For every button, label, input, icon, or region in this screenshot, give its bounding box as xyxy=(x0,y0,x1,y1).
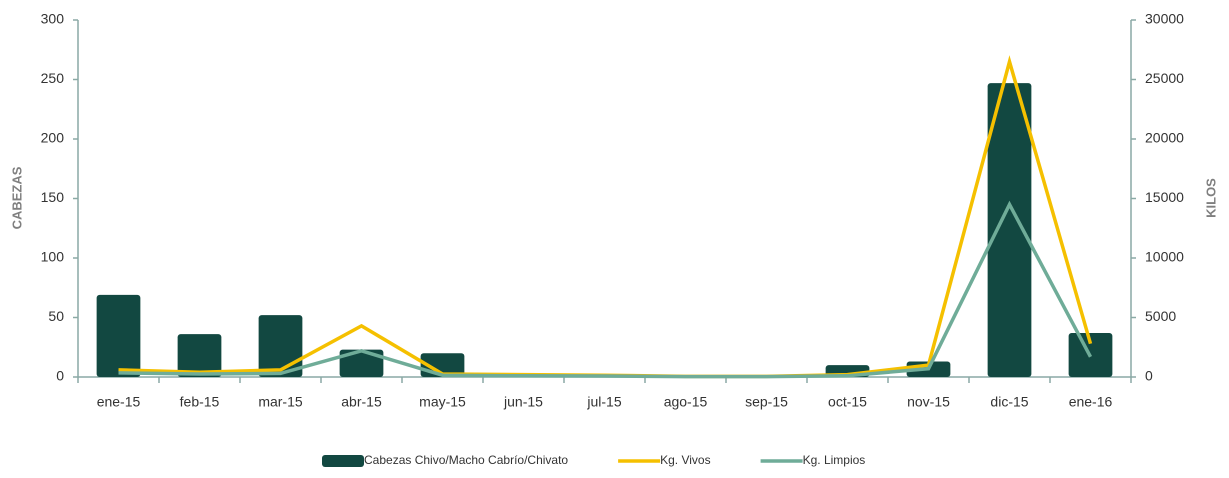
x-tick-label: nov-15 xyxy=(907,394,950,410)
x-tick-label: abr-15 xyxy=(341,394,382,410)
bar xyxy=(987,83,1032,377)
legend-label: Kg. Limpios xyxy=(803,453,866,467)
x-tick-label: ago-15 xyxy=(664,394,708,410)
bar xyxy=(96,294,141,377)
y2-tick-label: 25000 xyxy=(1145,70,1184,86)
x-tick-label: jun-15 xyxy=(503,394,543,410)
legend-label: Kg. Vivos xyxy=(660,453,710,467)
legend-label: Cabezas Chivo/Macho Cabrío/Chivato xyxy=(364,453,568,467)
y2-tick-label: 0 xyxy=(1145,368,1153,384)
y2-tick-label: 10000 xyxy=(1145,249,1184,265)
y-tick-label: 0 xyxy=(56,368,64,384)
y-tick-label: 200 xyxy=(41,130,65,146)
x-tick-label: ene-15 xyxy=(97,394,141,410)
x-tick-label: may-15 xyxy=(419,394,466,410)
y2-axis-label: KILOS xyxy=(1203,178,1218,218)
y-tick-label: 300 xyxy=(41,11,65,27)
line xyxy=(118,200,1093,379)
y2-tick-label: 5000 xyxy=(1145,308,1176,324)
x-tick-label: oct-15 xyxy=(828,394,867,410)
y-tick-label: 100 xyxy=(41,249,65,265)
x-tick-label: sep-15 xyxy=(745,394,788,410)
x-tick-label: jul-15 xyxy=(586,394,621,410)
y-tick-label: 250 xyxy=(41,70,65,86)
legend-swatch xyxy=(322,455,364,467)
y2-tick-label: 30000 xyxy=(1145,11,1184,27)
y-tick-label: 50 xyxy=(48,308,64,324)
bar xyxy=(177,334,222,377)
x-tick-label: feb-15 xyxy=(180,394,220,410)
y2-tick-label: 20000 xyxy=(1145,130,1184,146)
y2-tick-label: 15000 xyxy=(1145,189,1184,205)
x-tick-label: mar-15 xyxy=(258,394,303,410)
bar xyxy=(339,349,384,377)
x-tick-label: ene-16 xyxy=(1069,394,1113,410)
bar xyxy=(258,315,303,377)
y-axis-label: CABEZAS xyxy=(9,166,24,229)
x-tick-label: dic-15 xyxy=(990,394,1028,410)
y-tick-label: 150 xyxy=(41,189,65,205)
